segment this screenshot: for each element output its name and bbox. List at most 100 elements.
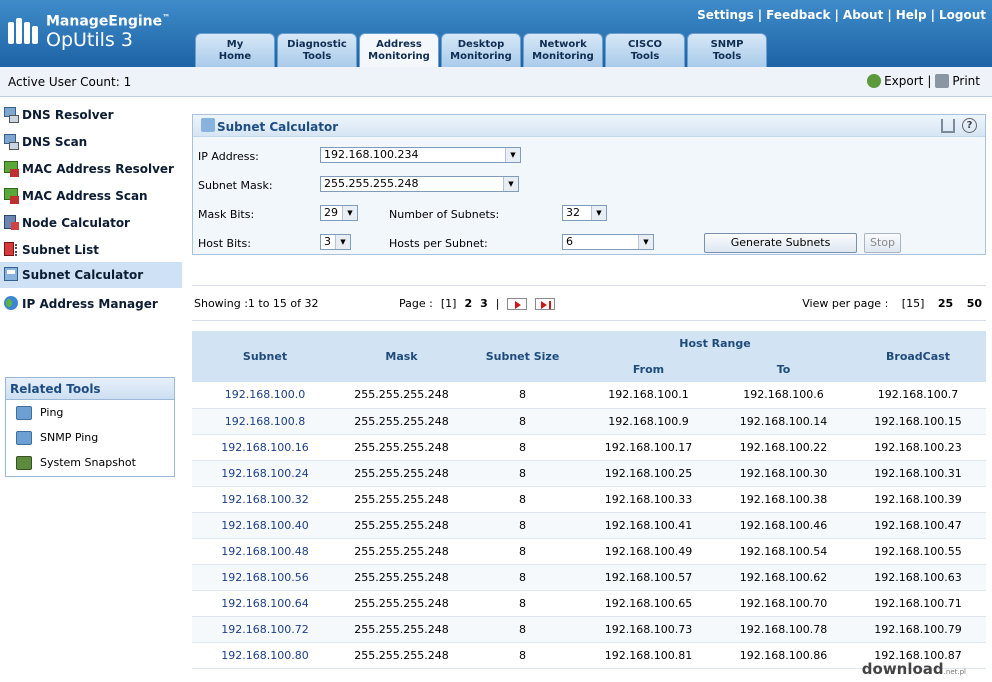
related-tools-panel: Related Tools Ping SNMP Ping System Snap… bbox=[5, 377, 175, 477]
mask-cell: 255.255.255.248 bbox=[338, 460, 465, 487]
settings-link[interactable]: Settings bbox=[697, 8, 754, 22]
mask-bits-select[interactable]: 29 ▼ bbox=[320, 205, 358, 221]
ping-icon bbox=[16, 405, 32, 420]
dropdown-arrow-icon[interactable]: ▼ bbox=[503, 177, 518, 191]
tab-address-monitoring[interactable]: Address Monitoring bbox=[359, 33, 439, 67]
to-cell: 192.168.100.22 bbox=[717, 434, 850, 461]
product-name: OpUtils 3 bbox=[46, 28, 133, 51]
subnet-cell[interactable]: 192.168.100.8 bbox=[192, 408, 338, 435]
size-cell: 8 bbox=[465, 382, 580, 409]
tab-cisco-tools[interactable]: CISCO Tools bbox=[605, 33, 685, 67]
sidebar-item-label: IP Address Manager bbox=[22, 297, 158, 311]
view-25-option[interactable]: 25 bbox=[937, 297, 954, 310]
tab-diagnostic-tools[interactable]: Diagnostic Tools bbox=[277, 33, 357, 67]
mask-cell: 255.255.255.248 bbox=[338, 512, 465, 539]
hosts-per-subnet-select[interactable]: 6 ▼ bbox=[562, 234, 654, 250]
dropdown-arrow-icon[interactable]: ▼ bbox=[505, 148, 520, 162]
ip-address-label: IP Address: bbox=[198, 150, 259, 163]
size-column-header[interactable]: Subnet Size bbox=[465, 331, 580, 382]
from-column-header[interactable]: From bbox=[580, 356, 717, 382]
sidebar-item-subnet-list[interactable]: Subnet List bbox=[0, 237, 182, 263]
page-2-link[interactable]: 2 bbox=[464, 297, 473, 310]
tab-label: My bbox=[226, 39, 244, 50]
tab-label: Desktop bbox=[457, 39, 505, 50]
generate-subnets-button[interactable]: Generate Subnets bbox=[704, 233, 857, 253]
to-column-header[interactable]: To bbox=[717, 356, 850, 382]
sidebar-item-ip-address-manager[interactable]: IP Address Manager bbox=[0, 291, 182, 317]
mask-column-header[interactable]: Mask bbox=[338, 331, 465, 382]
print-icon[interactable] bbox=[935, 74, 950, 88]
table-row: 192.168.100.16 255.255.255.248 8 192.168.10… bbox=[192, 434, 986, 461]
tab-label: Tools bbox=[302, 51, 332, 62]
export-button[interactable]: Export bbox=[884, 74, 924, 88]
related-tool-snmp-ping[interactable]: SNMP Ping bbox=[6, 425, 174, 450]
action-separator: | bbox=[927, 74, 932, 88]
to-cell: 192.168.100.54 bbox=[717, 538, 850, 565]
top-links: Settings | Feedback | About | Help | Logout bbox=[697, 8, 986, 22]
print-button[interactable]: Print bbox=[952, 74, 980, 88]
sidebar-item-node-calculator[interactable]: Node Calculator bbox=[0, 210, 182, 236]
logout-link[interactable]: Logout bbox=[938, 8, 986, 22]
sidebar-item-mac-address-scan[interactable]: MAC Address Scan bbox=[0, 183, 182, 209]
subnet-column-header[interactable]: Subnet bbox=[192, 331, 338, 382]
related-tool-system-snapshot[interactable]: System Snapshot bbox=[6, 450, 174, 475]
broadcast-column-header[interactable]: BroadCast bbox=[850, 331, 986, 382]
help-link[interactable]: Help bbox=[895, 8, 927, 22]
sidebar-item-dns-scan[interactable]: DNS Scan bbox=[0, 129, 182, 155]
page-1-link[interactable]: [1] bbox=[440, 297, 457, 310]
subnet-cell[interactable]: 192.168.100.72 bbox=[192, 616, 338, 643]
hosts-per-subnet-label: Hosts per Subnet: bbox=[389, 237, 488, 250]
subnet-cell[interactable]: 192.168.100.24 bbox=[192, 460, 338, 487]
number-of-subnets-select[interactable]: 32 ▼ bbox=[562, 205, 607, 221]
watermark-logo: download.net.pl bbox=[862, 660, 966, 678]
from-cell: 192.168.100.1 bbox=[580, 382, 717, 409]
view-50-option[interactable]: 50 bbox=[966, 297, 982, 310]
dropdown-arrow-icon[interactable]: ▼ bbox=[638, 235, 653, 249]
help-icon[interactable]: ? bbox=[962, 118, 977, 133]
dropdown-arrow-icon[interactable]: ▼ bbox=[591, 206, 606, 220]
subnet-table-container: Subnet Mask Subnet Size Host Range Broad… bbox=[192, 331, 986, 669]
subnet-cell[interactable]: 192.168.100.80 bbox=[192, 642, 338, 669]
tab-my-home[interactable]: My Home bbox=[195, 33, 275, 67]
from-cell: 192.168.100.65 bbox=[580, 590, 717, 617]
last-page-button[interactable] bbox=[535, 297, 556, 310]
home-icon[interactable] bbox=[941, 119, 955, 133]
size-cell: 8 bbox=[465, 434, 580, 461]
tab-snmp-tools[interactable]: SNMP Tools bbox=[687, 33, 767, 67]
tab-desktop-monitoring[interactable]: Desktop Monitoring bbox=[441, 33, 521, 67]
subnet-cell[interactable]: 192.168.100.40 bbox=[192, 512, 338, 539]
next-page-button[interactable] bbox=[507, 297, 528, 310]
subnet-cell[interactable]: 192.168.100.0 bbox=[192, 382, 338, 409]
size-cell: 8 bbox=[465, 564, 580, 591]
to-cell: 192.168.100.86 bbox=[717, 642, 850, 669]
related-tool-ping[interactable]: Ping bbox=[6, 400, 174, 425]
host-bits-select[interactable]: 3 ▼ bbox=[320, 234, 351, 250]
feedback-link[interactable]: Feedback bbox=[766, 8, 831, 22]
tab-network-monitoring[interactable]: Network Monitoring bbox=[523, 33, 603, 67]
broadcast-cell: 192.168.100.87 bbox=[850, 642, 986, 669]
page-3-link[interactable]: 3 bbox=[480, 297, 488, 310]
size-cell: 8 bbox=[465, 408, 580, 435]
sidebar-item-mac-address-resolver[interactable]: MAC Address Resolver bbox=[0, 156, 182, 182]
dropdown-arrow-icon[interactable]: ▼ bbox=[342, 206, 357, 220]
subnet-cell[interactable]: 192.168.100.64 bbox=[192, 590, 338, 617]
about-link[interactable]: About bbox=[842, 8, 884, 22]
subnet-cell[interactable]: 192.168.100.32 bbox=[192, 486, 338, 513]
subnet-cell[interactable]: 192.168.100.16 bbox=[192, 434, 338, 461]
showing-count: Showing :1 to 15 of 32 bbox=[194, 297, 319, 310]
view-15-option[interactable]: [15] bbox=[901, 297, 925, 310]
subnet-cell[interactable]: 192.168.100.56 bbox=[192, 564, 338, 591]
mask-cell: 255.255.255.248 bbox=[338, 382, 465, 409]
dropdown-arrow-icon[interactable]: ▼ bbox=[335, 235, 350, 249]
subnet-mask-select[interactable]: 255.255.255.248 ▼ bbox=[320, 176, 519, 192]
mask-bits-label: Mask Bits: bbox=[198, 208, 255, 221]
size-cell: 8 bbox=[465, 512, 580, 539]
subnet-table: Subnet Mask Subnet Size Host Range Broad… bbox=[192, 331, 986, 669]
sidebar-item-dns-resolver[interactable]: DNS Resolver bbox=[0, 102, 182, 128]
ip-address-field[interactable]: 192.168.100.234 ▼ bbox=[320, 147, 521, 163]
subnet-cell[interactable]: 192.168.100.48 bbox=[192, 538, 338, 565]
sidebar-item-subnet-calculator[interactable]: Subnet Calculator bbox=[0, 262, 182, 288]
stop-button[interactable]: Stop bbox=[864, 233, 901, 253]
export-icon[interactable] bbox=[867, 74, 882, 88]
active-user-count: Active User Count: 1 bbox=[8, 75, 132, 89]
